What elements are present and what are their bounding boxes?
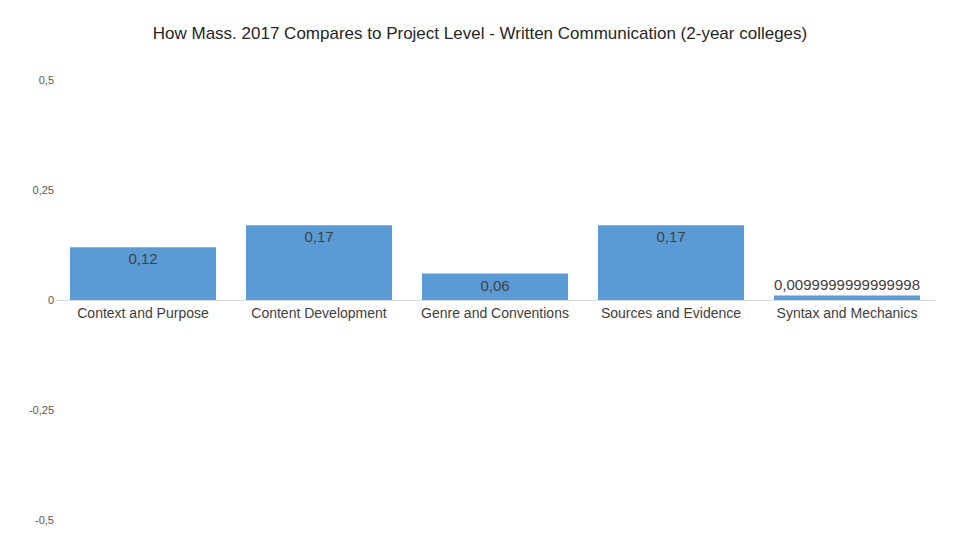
svg-text:0,25: 0,25 (33, 184, 54, 196)
svg-text:0,12: 0,12 (128, 250, 157, 267)
svg-text:-0,5: -0,5 (35, 514, 54, 526)
svg-text:Context and Purpose: Context and Purpose (77, 305, 209, 321)
svg-text:-0,25: -0,25 (29, 404, 54, 416)
svg-text:How Mass. 2017 Compares to Pro: How Mass. 2017 Compares to Project Level… (153, 24, 807, 43)
svg-text:0,5: 0,5 (39, 74, 54, 86)
svg-text:Content Development: Content Development (251, 305, 387, 321)
svg-text:0,06: 0,06 (480, 277, 509, 294)
svg-text:0,0099999999999998: 0,0099999999999998 (774, 276, 920, 293)
svg-text:0,17: 0,17 (656, 228, 685, 245)
svg-text:Genre and Conventions: Genre and Conventions (421, 305, 569, 321)
svg-text:Syntax and Mechanics: Syntax and Mechanics (777, 305, 918, 321)
svg-text:0: 0 (48, 294, 54, 306)
svg-text:0,17: 0,17 (304, 228, 333, 245)
svg-text:Sources and Evidence: Sources and Evidence (601, 305, 741, 321)
